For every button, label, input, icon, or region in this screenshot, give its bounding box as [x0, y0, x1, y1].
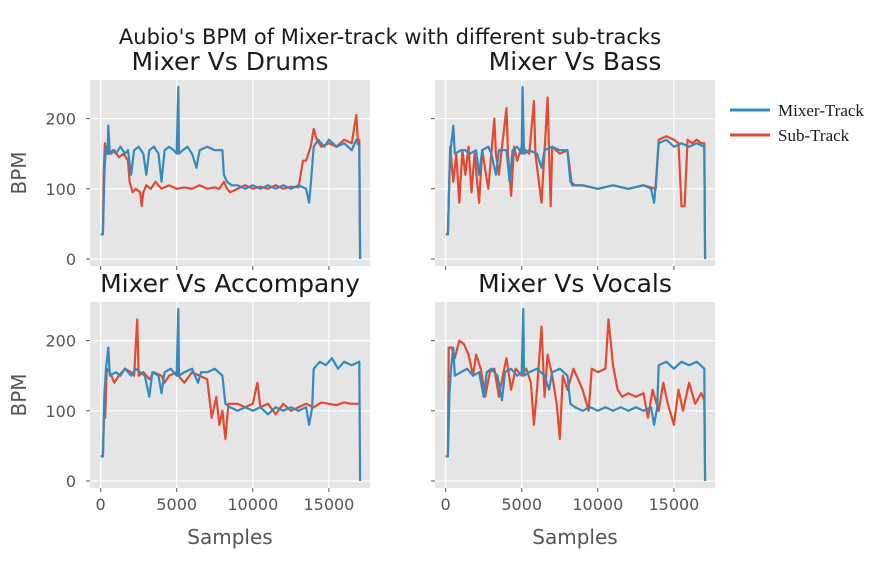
plot-area: [435, 302, 715, 488]
y-tick-label: 200: [45, 332, 76, 351]
x-tick-label: 5000: [156, 495, 197, 514]
x-axis-label: Samples: [532, 525, 617, 549]
panel-title: Mixer Vs Drums: [132, 47, 329, 76]
panel-mixer-vs-accompany: 0 5000 10000 15000 0 100 200 Mixer Vs Accompany…: [7, 269, 370, 549]
legend: Mixer-Track Sub-Track: [730, 101, 864, 145]
y-axis-label: BPM: [7, 373, 31, 416]
series-line-mixer-track: [100, 307, 362, 482]
y-tick-label: 100: [45, 180, 76, 199]
legend-label-sub-track: Sub-Track: [778, 126, 850, 145]
panel-mixer-vs-drums: 0 100 200 Mixer Vs Drums BPM: [7, 47, 370, 270]
x-tick-label: 0: [96, 495, 106, 514]
series-line-mixer-track: [100, 85, 362, 260]
panel-mixer-vs-bass: Mixer Vs Bass: [431, 47, 715, 270]
plot-area: [90, 80, 370, 266]
x-tick-label: 15000: [303, 495, 354, 514]
x-tick-label: 10000: [227, 495, 278, 514]
y-axis-label: BPM: [7, 151, 31, 194]
y-tick-label: 200: [45, 110, 76, 129]
series-line-sub-track: [445, 318, 707, 482]
y-tick-label: 0: [66, 250, 76, 269]
x-tick-label: 5000: [501, 495, 542, 514]
x-tick-label: 15000: [648, 495, 699, 514]
panel-title: Mixer Vs Bass: [489, 47, 662, 76]
x-tick-label: 0: [441, 495, 451, 514]
figure-title: Aubio's BPM of Mixer-track with differen…: [119, 25, 661, 49]
x-axis-label: Samples: [187, 525, 272, 549]
y-tick-label: 0: [66, 472, 76, 491]
panel-mixer-vs-vocals: 0 5000 10000 15000 Mixer Vs Vocals Samples: [431, 269, 715, 549]
series-line-mixer-track: [445, 85, 707, 260]
x-tick-label: 10000: [572, 495, 623, 514]
legend-label-mixer-track: Mixer-Track: [778, 101, 864, 120]
y-tick-label: 100: [45, 402, 76, 421]
plot-area: [90, 302, 370, 488]
panel-title: Mixer Vs Vocals: [478, 269, 672, 298]
series-line-sub-track: [100, 114, 362, 260]
panel-title: Mixer Vs Accompany: [100, 269, 360, 298]
series-line-mixer-track: [445, 307, 707, 482]
